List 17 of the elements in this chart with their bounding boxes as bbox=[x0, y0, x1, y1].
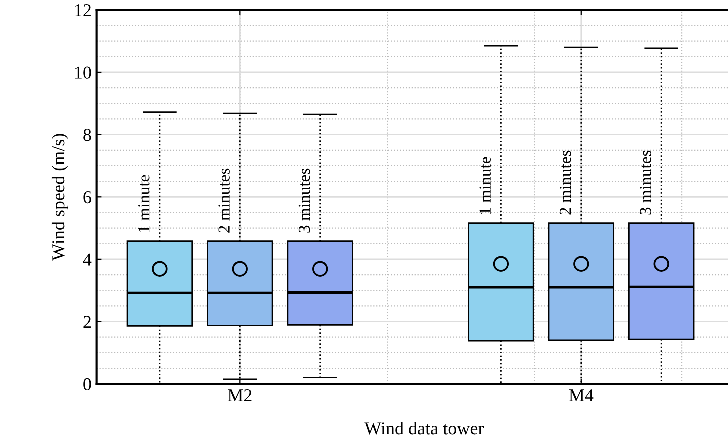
text: 2 minutes bbox=[560, 150, 572, 215]
text: 1 minute bbox=[138, 175, 150, 232]
y-tick-label: 4 bbox=[83, 254, 92, 266]
x-axis-title: Wind data tower bbox=[364, 422, 484, 435]
y-axis-title: Wind speed (m/s) bbox=[52, 134, 68, 261]
text: 1 minute bbox=[480, 157, 491, 214]
x-tick-label: M2 bbox=[228, 390, 252, 402]
text: 2 minutes bbox=[218, 168, 230, 233]
text: 3 minutes bbox=[640, 150, 652, 215]
x-tick-label: M4 bbox=[569, 390, 594, 402]
y-tick-label: 8 bbox=[84, 129, 92, 142]
y-tick-label: 12 bbox=[75, 4, 91, 16]
text: 3 minutes bbox=[298, 168, 310, 233]
y-tick-label: 2 bbox=[84, 316, 91, 328]
y-tick-label: 0 bbox=[84, 378, 92, 391]
y-tick-label: 6 bbox=[84, 191, 92, 204]
y-tick-label: 10 bbox=[75, 66, 92, 79]
